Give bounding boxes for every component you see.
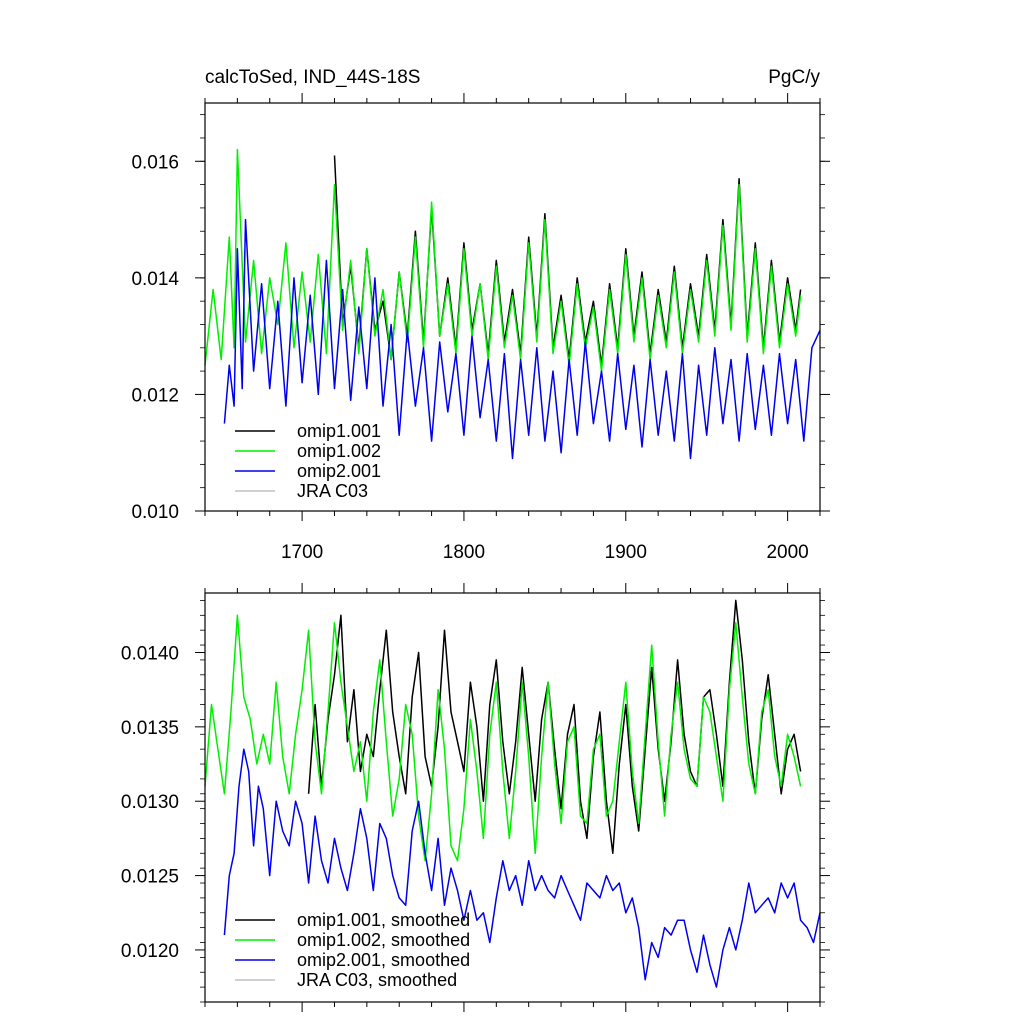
series-group xyxy=(204,599,821,988)
legend-label-3: JRA C03, smoothed xyxy=(297,970,457,990)
y-tick-label-3: 0.016 xyxy=(131,152,179,173)
axis-ticks: 1700 1800 1900 2000 0.010 0.012 0.014 0.016 xyxy=(131,93,830,563)
series-line-2 xyxy=(223,748,821,988)
y-tick-label-2: 0.0130 xyxy=(121,792,179,813)
plot-frame xyxy=(204,102,821,512)
series-line-1 xyxy=(204,614,802,862)
y-tick-label-4: 0.0140 xyxy=(121,643,179,664)
series-line-0 xyxy=(307,599,802,855)
series-line-1 xyxy=(204,148,802,372)
series-group xyxy=(204,148,821,460)
y-tick-label-0: 0.0120 xyxy=(121,941,179,962)
chart-title: calcToSed, IND_44S-18S xyxy=(205,67,420,88)
legend-label-1: omip1.002, smoothed xyxy=(297,930,470,950)
legend-label-1: omip1.002 xyxy=(297,441,381,461)
legend-label-2: omip2.001 xyxy=(297,461,381,481)
y-tick-label-0: 0.010 xyxy=(131,502,179,523)
y-tick-label-1: 0.0125 xyxy=(121,867,179,888)
legend-label-2: omip2.001, smoothed xyxy=(297,950,470,970)
x-tick-label-3: 2000 xyxy=(766,542,808,563)
y-tick-label-3: 0.0135 xyxy=(121,718,179,739)
legend-label-0: omip1.001 xyxy=(297,421,381,441)
bottom-panel: 0.0120 0.0125 0.0130 0.0135 0.0140 omip1.001… xyxy=(121,583,830,1012)
x-tick-label-2: 1900 xyxy=(605,542,647,563)
axis-ticks: 0.0120 0.0125 0.0130 0.0135 0.0140 xyxy=(121,583,830,1012)
legend-label-3: JRA C03 xyxy=(297,481,368,501)
legend-label-0: omip1.001, smoothed xyxy=(297,910,470,930)
x-tick-label-0: 1700 xyxy=(281,542,323,563)
y-tick-label-1: 0.012 xyxy=(131,385,179,406)
x-tick-label-1: 1800 xyxy=(443,542,485,563)
series-line-0 xyxy=(333,155,802,367)
plot-frame xyxy=(204,592,821,1003)
y-tick-label-2: 0.014 xyxy=(131,269,179,290)
units-label: PgC/y xyxy=(768,67,820,88)
series-line-2 xyxy=(223,218,821,460)
top-panel: calcToSed, IND_44S-18S PgC/y 1700 1800 190… xyxy=(131,67,830,563)
